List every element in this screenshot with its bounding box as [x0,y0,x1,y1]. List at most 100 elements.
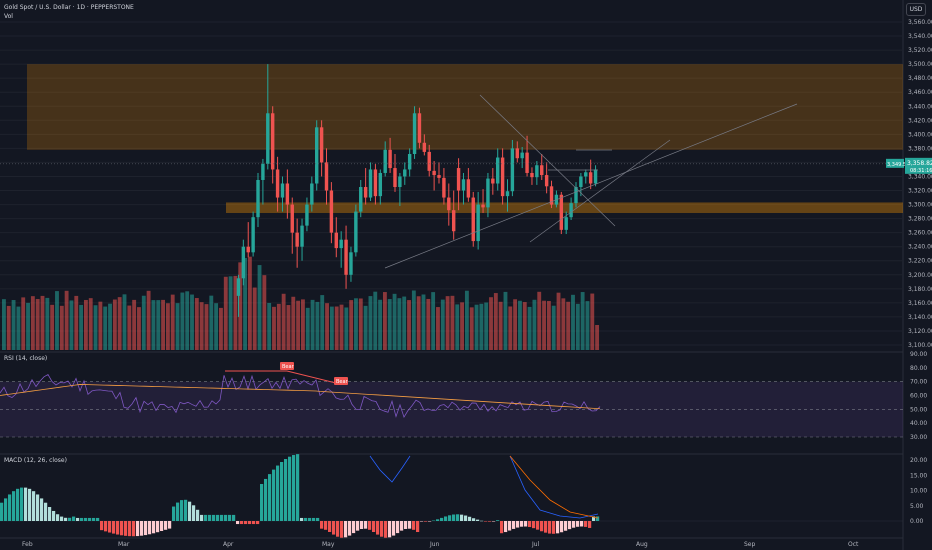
macd-histogram-bar [176,502,180,521]
candle-body [363,187,368,198]
price-tick-label: 3,220.00 [908,258,932,265]
candle-body [422,142,427,152]
volume-bar [281,293,286,350]
candle-body [368,169,373,198]
macd-histogram-bar [80,517,84,521]
volume-bar [416,296,421,350]
rsi-tick-label: 80.00 [910,365,927,372]
bear-tag-2: Bear [336,379,349,385]
candle-body [451,210,456,232]
candle-body [432,170,436,176]
symbol-title: Gold Spot / U.S. Dollar · 1D · PEPPERSTO… [4,4,134,11]
volume-bar [513,299,518,350]
macd-histogram-bar [416,521,420,533]
macd-histogram-bar [8,494,12,521]
volume-bar [474,304,479,350]
macd-histogram-bar [196,509,200,521]
volume-bar [411,290,416,350]
volume-bar [397,298,402,350]
macd-histogram-bar [40,498,44,521]
macd-histogram-bar [572,521,576,528]
volume-bar [436,307,440,350]
volume-bar [455,304,460,350]
price-tick-label: 3,100.00 [908,342,932,349]
macd-histogram-bar [64,517,68,521]
macd-histogram-bar [280,461,284,521]
macd-histogram-bar [568,521,572,530]
volume-bar [209,295,214,350]
rsi-tick-label: 90.00 [910,351,927,358]
candle-body [261,163,265,180]
macd-histogram-bar [32,491,36,521]
macd-histogram-bar [308,517,312,521]
macd-histogram-bar [432,520,436,522]
candle-body [295,232,299,247]
candle-body [256,179,260,218]
candle-body [476,204,480,242]
volume-bar [590,293,595,350]
volume-bar [469,307,474,350]
signal-line [509,455,599,519]
volume-bar [122,294,127,350]
macd-histogram-bar [596,516,600,521]
candle-body [393,168,397,188]
rsi-label: RSI (14, close) [4,355,47,362]
volume-bar [484,302,489,350]
price-tick-label: 3,480.00 [908,75,932,82]
macd-histogram-bar [60,516,64,521]
volume-bar [378,299,383,350]
macd-histogram-bar [428,521,432,522]
candle-body [456,168,461,191]
macd-histogram-bar [424,521,428,522]
volume-bar [219,307,223,350]
macd-histogram-bar [488,521,492,522]
volume-bar [262,275,267,350]
macd-histogram-bar [56,514,60,521]
macd-histogram-bar [560,521,564,533]
macd-histogram-bar [236,521,240,525]
macd-histogram-bar [500,521,504,534]
last-price-box [905,157,932,174]
macd-histogram-bar [316,517,320,521]
rsi-tick-label: 50.00 [910,406,927,413]
macd-histogram-bar [208,514,212,521]
macd-histogram-bar [76,517,80,521]
macd-histogram-bar [188,501,192,521]
bear-divergence-line [286,370,341,385]
volume-bar [489,297,493,350]
volume-bar [286,305,291,350]
price-tick-label: 3,400.00 [908,131,932,138]
volume-bar [112,299,117,350]
volume-bar [532,299,537,350]
volume-bar [551,305,556,350]
volume-bar [450,295,455,350]
macd-histogram-bar [92,517,96,521]
macd-histogram-bar [200,514,204,521]
volume-bar [243,258,247,350]
macd-histogram-bar [336,521,340,537]
price-tick-label: 3,320.00 [908,188,932,195]
trendline [384,103,798,269]
price-tick-label: 3,280.00 [908,216,932,223]
volume-bar [35,299,40,350]
macd-histogram-bar [220,514,224,521]
macd-histogram-bar [340,521,344,538]
macd-histogram-bar [84,517,88,521]
macd-histogram-bar [528,521,532,528]
volume-bar [146,290,151,350]
countdown-timer: 08:31:16 [910,168,932,174]
candle-body [270,113,275,170]
currency-button[interactable]: USD [906,3,926,16]
volume-bar [272,306,276,350]
last-price-tag: 3,349.50 [887,162,909,168]
macd-histogram-bar [36,494,40,521]
macd-histogram-bar [384,521,388,538]
bear-tag-bg [280,362,294,370]
rsi-line [0,373,601,419]
macd-histogram-bar [24,487,28,521]
volume-bar [373,291,378,350]
macd-histogram-bar [212,514,216,521]
candle-body [300,225,304,247]
time-axis-label: Feb [22,541,33,548]
